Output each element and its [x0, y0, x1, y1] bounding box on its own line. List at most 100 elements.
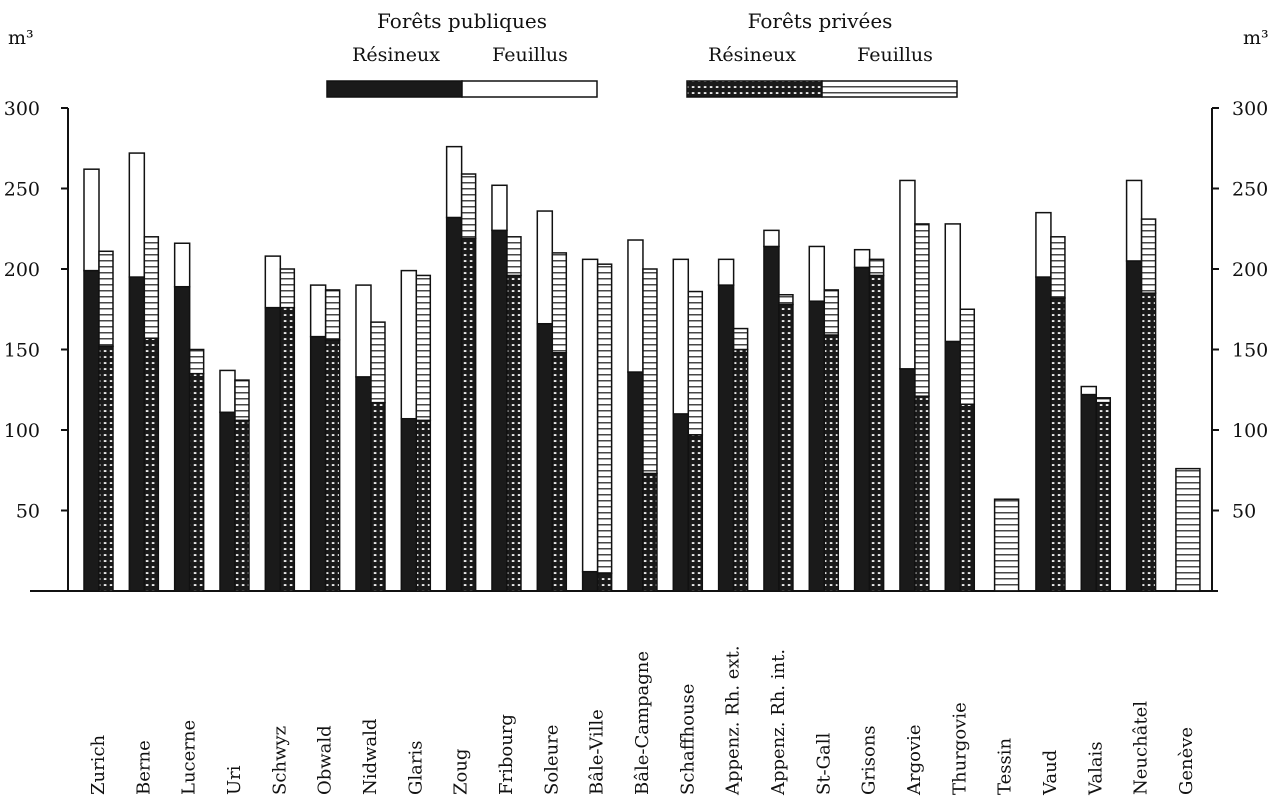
bar-private-resineux [596, 572, 613, 592]
x-label: Zurich [88, 734, 109, 795]
bar-public-resineux [672, 413, 690, 592]
bar-private-resineux [1095, 401, 1112, 592]
bar-public-feuillus [808, 245, 826, 302]
legend-private-feuillus-swatch [821, 80, 958, 98]
bar-private-resineux [279, 306, 296, 592]
bar-private-resineux [324, 339, 341, 592]
bar-private-feuillus [1050, 236, 1066, 299]
bar-private-feuillus [551, 252, 568, 354]
bar-public-feuillus [173, 242, 191, 288]
bar-private-resineux [914, 395, 930, 592]
bar-private-resineux [868, 274, 885, 592]
x-label: Bâle-Ville [587, 709, 608, 795]
x-label: Lucerne [179, 720, 200, 795]
bar-public-resineux [83, 269, 100, 592]
bar-public-resineux [717, 284, 735, 592]
bar-public-resineux [400, 417, 418, 592]
bar-public-feuillus [1035, 211, 1052, 278]
unit-right: m³ [1243, 27, 1269, 49]
bar-private-feuillus [1175, 467, 1201, 592]
y-tick-label-right: 200 [1232, 259, 1268, 281]
bar-private-resineux [98, 345, 114, 592]
x-label: Nidwald [360, 719, 381, 795]
legend-private-feuillus: Feuillus [857, 44, 933, 66]
bar-public-feuillus [309, 284, 327, 338]
bar-public-resineux [309, 335, 327, 592]
bar-public-feuillus [1125, 179, 1143, 262]
x-label: Berne [133, 740, 154, 795]
bar-private-resineux [1050, 297, 1066, 592]
bar-public-feuillus [445, 145, 463, 219]
bar-public-feuillus [400, 269, 418, 420]
bar-private-resineux [415, 419, 432, 592]
bar-private-resineux [551, 351, 568, 592]
bar-private-resineux [234, 419, 250, 592]
y-tick-label-left: 50 [16, 501, 40, 523]
x-label: Tessin [995, 738, 1016, 795]
y-ticks: 50 50 100 100 150 150 200 200 250 250 300 300 [4, 98, 1269, 523]
bar-public-feuillus [899, 179, 916, 370]
bar-private-resineux [506, 274, 522, 592]
bar-private-feuillus [687, 290, 704, 436]
x-label: Soleure [541, 725, 562, 795]
x-label: Appenz. Rh. int. [768, 649, 789, 796]
bar-private-feuillus [914, 223, 930, 397]
x-label: Uri [224, 765, 245, 795]
bar-public-resineux [899, 368, 916, 592]
y-tick-label-right: 100 [1232, 420, 1268, 442]
bar-private-feuillus [279, 268, 296, 309]
x-label: Fribourg [496, 714, 517, 795]
x-label: Genève [1176, 727, 1197, 795]
bars [83, 145, 1201, 592]
legend-private-resineux: Résineux [708, 44, 796, 66]
legend-public-resineux: Résineux [352, 44, 440, 66]
bar-private-feuillus [1095, 397, 1112, 404]
x-label: Obwald [315, 725, 336, 795]
bar-public-feuillus [1080, 385, 1098, 396]
bar-public-resineux [173, 285, 191, 592]
bar-public-feuillus [264, 255, 282, 309]
bar-public-resineux [808, 300, 826, 592]
x-label: Appenz. Rh. ext. [723, 645, 744, 796]
bar-public-feuillus [581, 258, 599, 573]
bar-public-feuillus [128, 152, 146, 278]
bar-private-feuillus [370, 321, 386, 404]
bar-public-resineux [264, 306, 282, 592]
bar-public-resineux [853, 266, 871, 592]
bar-public-resineux [355, 376, 372, 592]
y-tick-label-left: 250 [4, 179, 40, 201]
bar-private-feuillus [506, 236, 522, 277]
bar-public-resineux [1080, 393, 1098, 592]
bar-private-resineux [959, 403, 976, 592]
bar-public-resineux [627, 371, 644, 592]
legend-public-title: Forêts publiques [377, 9, 547, 33]
bar-public-feuillus [491, 184, 508, 232]
x-label: Schaffhouse [677, 684, 698, 795]
bar-public-resineux [763, 245, 780, 592]
x-label: Thurgovie [949, 702, 970, 795]
y-tick-label-left: 150 [4, 340, 40, 362]
bar-public-resineux [1035, 276, 1052, 592]
bar-public-resineux [219, 411, 236, 592]
bar-public-resineux [536, 322, 554, 592]
bar-private-feuillus [415, 274, 432, 422]
bar-public-feuillus [944, 223, 962, 343]
bar-private-resineux [732, 348, 749, 592]
bar-private-feuillus [868, 258, 885, 277]
x-label: Grisons [859, 725, 880, 795]
x-label: Argovie [904, 724, 925, 796]
legend-public-feuillus-swatch [461, 80, 598, 98]
legend: Forêts publiques Résineux Feuillus Forêt… [326, 9, 958, 98]
bar-private-resineux [642, 472, 658, 592]
bar-private-feuillus [98, 250, 114, 348]
legend-public-feuillus: Feuillus [492, 44, 568, 66]
bar-public-feuillus [83, 168, 100, 272]
bar-private-feuillus [188, 348, 205, 375]
bar-private-feuillus [993, 498, 1020, 592]
bar-private-resineux [823, 334, 840, 592]
x-label: St-Gall [813, 732, 834, 795]
bar-public-feuillus [853, 248, 871, 269]
bar-public-feuillus [627, 239, 644, 373]
bar-private-feuillus [324, 289, 341, 341]
bar-public-resineux [491, 229, 508, 592]
